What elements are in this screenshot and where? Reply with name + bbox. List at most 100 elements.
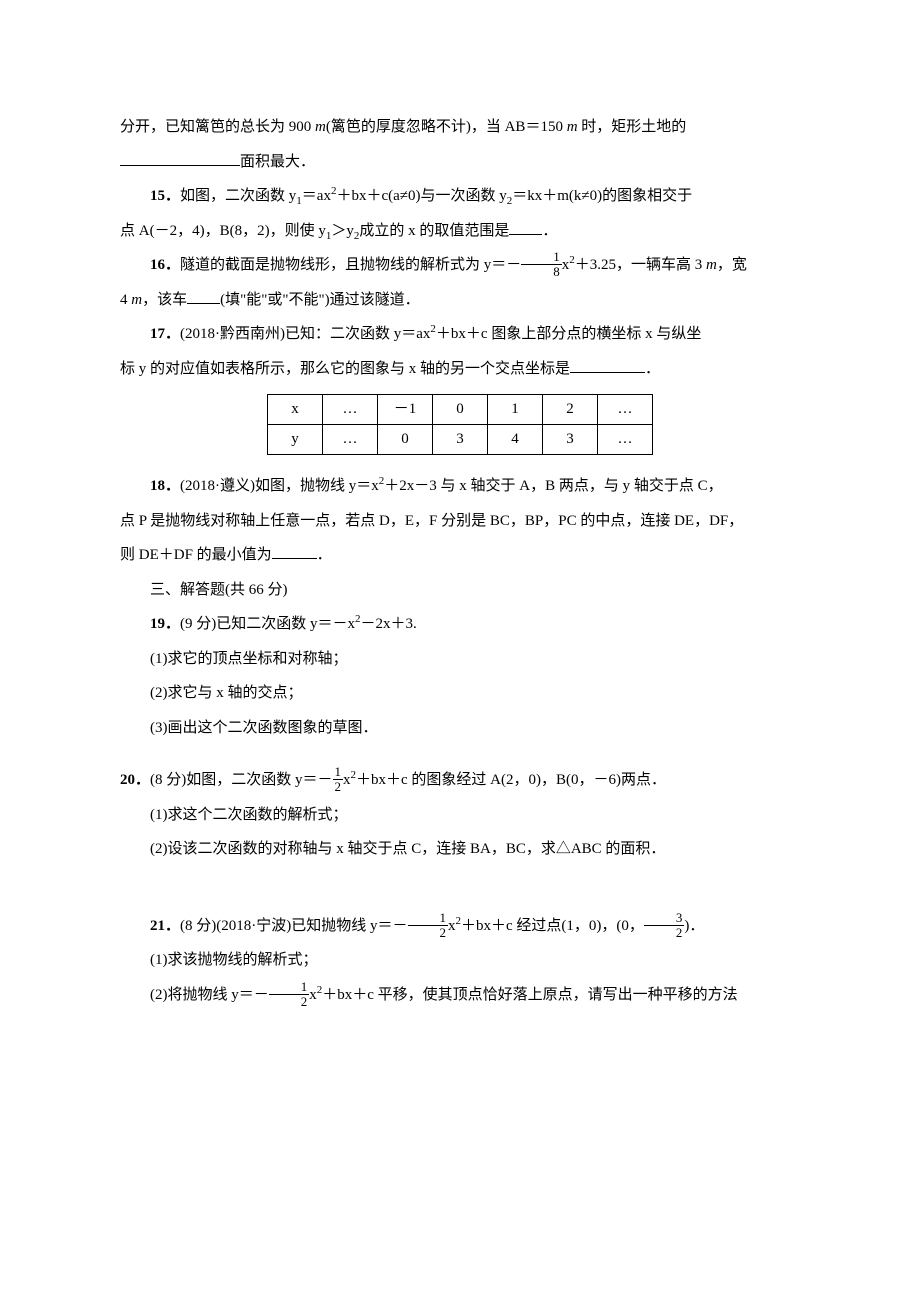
q21-line1: 21．(8 分)(2018·宁波)已知抛物线 y＝－12x2＋bx＋c 经过点(… bbox=[120, 909, 800, 944]
numerator: 1 bbox=[269, 980, 310, 994]
text: ，该车 bbox=[142, 292, 187, 308]
table-cell: … bbox=[598, 425, 653, 455]
table-cell: 3 bbox=[543, 425, 598, 455]
q15-line1: 15．如图，二次函数 y1＝ax2＋bx＋c(a≠0)与一次函数 y2＝kx＋m… bbox=[120, 179, 800, 214]
q20-sub2: (2)设该二次函数的对称轴与 x 轴交于点 C，连接 BA，BC，求△ABC 的… bbox=[120, 832, 800, 867]
text: 隧道的截面是抛物线形，且抛物线的解析式为 y＝－ bbox=[180, 257, 521, 273]
q17-head: 17． bbox=[150, 326, 180, 342]
q15-line2: 点 A(－2，4)，B(8，2)，则使 y1＞y2成立的 x 的取值范围是． bbox=[120, 214, 800, 249]
text: ＝kx＋m(k≠0)的图象相交于 bbox=[512, 188, 692, 204]
table-cell: x bbox=[268, 395, 323, 425]
text: ＝ax bbox=[302, 188, 331, 204]
text: (8 分)如图，二次函数 y＝－ bbox=[150, 772, 333, 788]
q17-line2: 标 y 的对应值如表格所示，那么它的图象与 x 轴的另一个交点坐标是 ． bbox=[120, 352, 800, 387]
text: 三、解答题(共 66 分) bbox=[150, 582, 288, 598]
text: 如图，二次函数 y bbox=[180, 188, 296, 204]
text: (1)求它的顶点坐标和对称轴； bbox=[150, 651, 348, 667]
text: (填"能"或"不能")通过该隧道． bbox=[220, 292, 419, 308]
text: ＋3.25，一辆车高 3 bbox=[575, 257, 706, 273]
spacer bbox=[120, 867, 800, 909]
blank bbox=[120, 150, 240, 166]
text: ＋bx＋c 的图象经过 A(2，0)，B(0，－6)两点． bbox=[356, 772, 666, 788]
denominator: 2 bbox=[408, 925, 449, 940]
table-cell: y bbox=[268, 425, 323, 455]
text: (1)求这个二次函数的解析式； bbox=[150, 807, 348, 823]
table-cell: 1 bbox=[488, 395, 543, 425]
denominator: 2 bbox=[333, 779, 344, 794]
text: (9 分)已知二次函数 y＝－x bbox=[180, 616, 355, 632]
text: (篱笆的厚度忽略不计)，当 AB＝150 bbox=[326, 119, 567, 135]
q18-line1: 18．(2018·遵义)如图，抛物线 y＝x2＋2x－3 与 x 轴交于 A，B… bbox=[120, 469, 800, 504]
table-cell: … bbox=[323, 395, 378, 425]
unit-m: m bbox=[706, 257, 717, 273]
text: 点 A(－2，4)，B(8，2)，则使 y bbox=[120, 223, 326, 239]
text: (2)求它与 x 轴的交点； bbox=[150, 685, 303, 701]
text: (8 分)(2018·宁波)已知抛物线 y＝－ bbox=[180, 918, 407, 934]
text: 则 DE＋DF 的最小值为 bbox=[120, 547, 272, 563]
unit-m: m bbox=[315, 119, 326, 135]
table-cell: … bbox=[323, 425, 378, 455]
q15-head: 15． bbox=[150, 188, 180, 204]
q17-line1: 17．(2018·黔西南州)已知：二次函数 y＝ax2＋bx＋c 图象上部分点的… bbox=[120, 317, 800, 352]
table-cell: －1 bbox=[378, 395, 433, 425]
fraction: 32 bbox=[644, 911, 685, 939]
q19-line1: 19．(9 分)已知二次函数 y＝－x2－2x＋3. bbox=[120, 607, 800, 642]
text: 点 P 是抛物线对称轴上任意一点，若点 D，E，F 分别是 BC，BP，PC 的… bbox=[120, 513, 743, 529]
text: (3)画出这个二次函数图象的草图． bbox=[150, 720, 378, 736]
text: ＋bx＋c 平移，使其顶点恰好落上原点，请写出一种平移的方法 bbox=[322, 987, 737, 1003]
text: ＋bx＋c 经过点(1，0)，(0， bbox=[461, 918, 644, 934]
table-cell: 0 bbox=[433, 395, 488, 425]
q14-line2: 面积最大． bbox=[120, 145, 800, 180]
table-cell: 4 bbox=[488, 425, 543, 455]
q16-head: 16． bbox=[150, 257, 180, 273]
text: x bbox=[309, 987, 317, 1003]
q17-table: x … －1 0 1 2 … y … 0 3 4 3 … bbox=[267, 394, 653, 455]
text: x bbox=[343, 772, 351, 788]
text: (1)求该抛物线的解析式； bbox=[150, 952, 318, 968]
fraction: 12 bbox=[408, 911, 449, 939]
table-row: x … －1 0 1 2 … bbox=[268, 395, 653, 425]
table-row: y … 0 3 4 3 … bbox=[268, 425, 653, 455]
q20-head: 20． bbox=[120, 772, 150, 788]
q19-sub3: (3)画出这个二次函数图象的草图． bbox=[120, 711, 800, 746]
denominator: 8 bbox=[521, 264, 562, 279]
q21-sub2: (2)将抛物线 y＝－12x2 ＋bx＋c 平移，使其顶点恰好落上原点，请写出一种… bbox=[120, 978, 800, 1013]
table-cell: 2 bbox=[543, 395, 598, 425]
fraction: 12 bbox=[333, 765, 344, 793]
numerator: 1 bbox=[408, 911, 449, 925]
denominator: 2 bbox=[644, 925, 685, 940]
numerator: 1 bbox=[521, 250, 562, 264]
text: 分开，已知篱笆的总长为 900 bbox=[120, 119, 315, 135]
q20-sub1: (1)求这个二次函数的解析式； bbox=[120, 798, 800, 833]
text: 时，矩形土地的 bbox=[578, 119, 687, 135]
text: 面积最大． bbox=[240, 154, 315, 170]
numerator: 3 bbox=[644, 911, 685, 925]
q19-sub1: (1)求它的顶点坐标和对称轴； bbox=[120, 642, 800, 677]
q18-line3: 则 DE＋DF 的最小值为． bbox=[120, 538, 800, 573]
q16-line2: 4 m，该车(填"能"或"不能")通过该隧道． bbox=[120, 283, 800, 318]
text: x bbox=[448, 918, 456, 934]
text: (2018·黔西南州)已知：二次函数 y＝ax bbox=[180, 326, 430, 342]
denominator: 2 bbox=[269, 994, 310, 1009]
fraction: 18 bbox=[521, 250, 562, 278]
text: 标 y 的对应值如表格所示，那么它的图象与 x 轴的另一个交点坐标是 bbox=[120, 361, 570, 377]
text: (2018·遵义)如图，抛物线 y＝x bbox=[180, 478, 379, 494]
q19-sub2: (2)求它与 x 轴的交点； bbox=[120, 676, 800, 711]
table-cell: 3 bbox=[433, 425, 488, 455]
q20-line1: 20．(8 分)如图，二次函数 y＝－12x2 ＋bx＋c 的图象经过 A(2，0… bbox=[120, 763, 800, 798]
blank bbox=[509, 219, 542, 235]
q14-line1: 分开，已知篱笆的总长为 900 m(篱笆的厚度忽略不计)，当 AB＝150 m … bbox=[120, 110, 800, 145]
q21-head: 21． bbox=[150, 918, 180, 934]
text: ＞y bbox=[331, 223, 354, 239]
text: (2)将抛物线 y＝－ bbox=[150, 987, 269, 1003]
q18-head: 18． bbox=[150, 478, 180, 494]
text: ＋bx＋c 图象上部分点的横坐标 x 与纵坐 bbox=[436, 326, 701, 342]
unit-m: m bbox=[131, 292, 142, 308]
text: ． bbox=[645, 361, 660, 377]
fraction: 12 bbox=[269, 980, 310, 1008]
document-page: 分开，已知篱笆的总长为 900 m(篱笆的厚度忽略不计)，当 AB＝150 m … bbox=[0, 0, 920, 1302]
blank bbox=[187, 288, 220, 304]
text: 成立的 x 的取值范围是 bbox=[359, 223, 509, 239]
blank bbox=[272, 543, 317, 559]
text: (2)设该二次函数的对称轴与 x 轴交于点 C，连接 BA，BC，求△ABC 的… bbox=[150, 841, 665, 857]
